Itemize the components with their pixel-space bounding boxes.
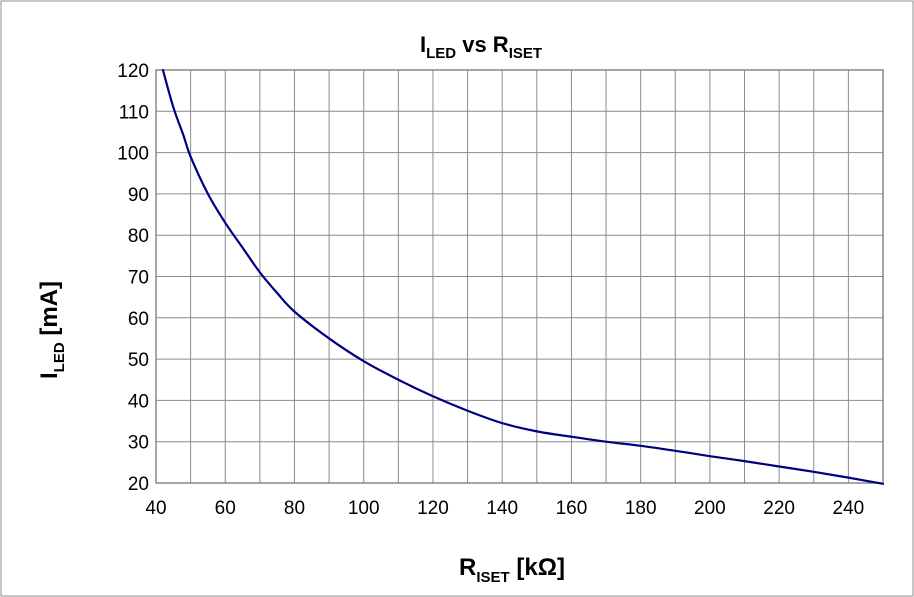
y-tick-label: 20	[128, 474, 149, 495]
x-tick-label: 240	[833, 498, 865, 519]
x-tick-label: 100	[348, 498, 380, 519]
x-tick-label: 180	[625, 498, 657, 519]
x-axis-ticks: 40 60 80 100 120 140 160 180 200 220 240	[145, 498, 864, 519]
x-tick-label: 200	[694, 498, 726, 519]
chart-title: ILED vs RISET	[420, 32, 542, 62]
series-layer	[161, 68, 885, 485]
x-axis-label: RISET [kΩ]	[459, 554, 565, 586]
y-axis-label: ILED [mA]	[36, 281, 68, 379]
y-tick-label: 70	[128, 268, 149, 289]
x-tick-label: 40	[145, 498, 166, 519]
y-tick-label: 50	[128, 350, 149, 371]
y-tick-label: 60	[128, 309, 149, 330]
x-tick-label: 160	[556, 498, 588, 519]
y-tick-label: 110	[119, 102, 149, 123]
x-tick-label: 220	[763, 498, 795, 519]
x-tick-label: 140	[486, 498, 518, 519]
y-tick-label: 100	[117, 144, 149, 165]
plot-area-border	[155, 69, 884, 484]
y-tick-label: 40	[128, 391, 149, 412]
y-tick-label: 90	[128, 185, 149, 206]
x-tick-label: 60	[215, 498, 236, 519]
x-tick-label: 80	[284, 498, 305, 519]
series-line	[161, 68, 885, 485]
y-tick-label: 120	[117, 61, 149, 82]
y-axis-ticks: 20 30 40 50 60 70 80 90 100 110 120	[117, 61, 149, 495]
y-tick-label: 30	[128, 433, 149, 454]
x-tick-label: 120	[417, 498, 449, 519]
y-tick-label: 80	[128, 226, 149, 247]
